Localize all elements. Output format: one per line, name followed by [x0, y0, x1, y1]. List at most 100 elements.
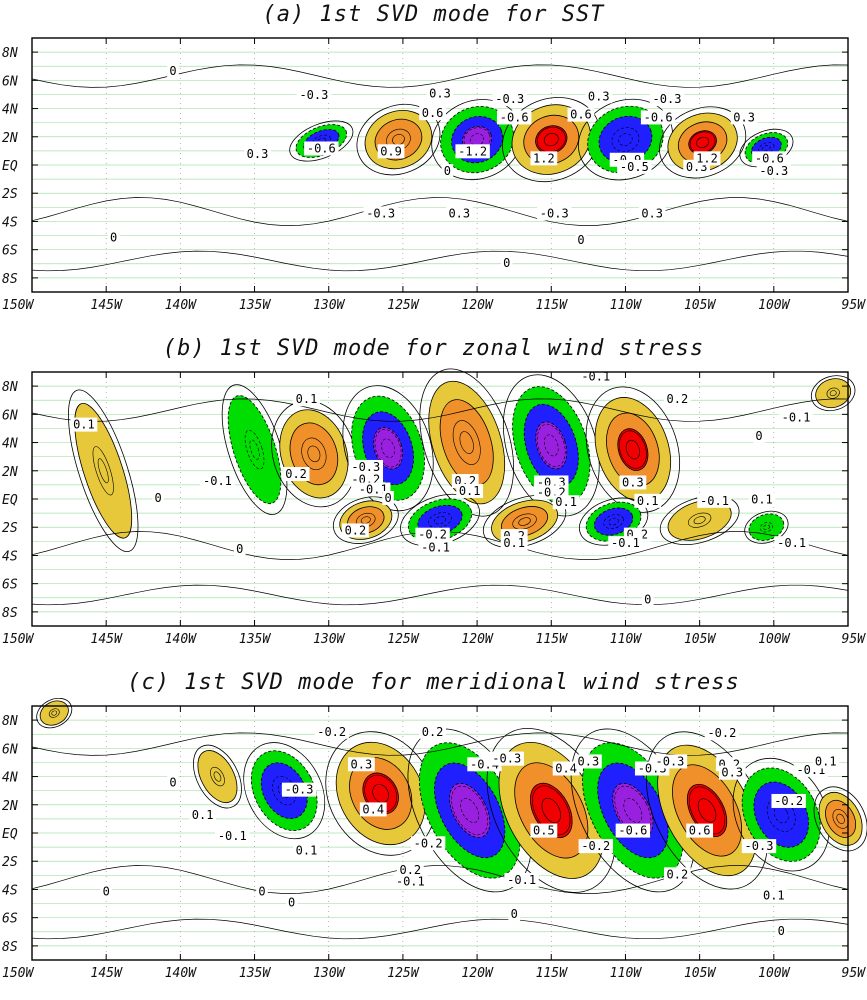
background-contour-line — [31, 398, 849, 422]
contour-label-box — [359, 802, 387, 817]
contour-label-box — [760, 888, 788, 903]
zero-contour — [332, 496, 399, 544]
contour-label-box — [697, 493, 732, 508]
contour-label-box — [778, 410, 814, 425]
contour-label: 0.1 — [296, 392, 318, 406]
shaded-contour-level — [686, 783, 728, 837]
contour-label-box — [567, 107, 595, 122]
contour-label: 0 — [384, 491, 391, 505]
inner-contour — [762, 144, 771, 152]
contour-label-box — [608, 536, 643, 551]
x-tick-label: 95W — [842, 966, 867, 981]
zero-contour — [732, 757, 830, 872]
contour-label: -0.6 — [500, 110, 529, 124]
inner-contour — [307, 445, 321, 463]
x-tick-label: 110W — [610, 966, 642, 981]
contour-label: -0.3 — [366, 206, 395, 220]
contour-label-box — [500, 255, 513, 270]
zero-contour — [289, 120, 354, 162]
y-tick-label: 4N — [2, 771, 18, 786]
contour-label: -1.2 — [458, 144, 487, 158]
inner-contour — [452, 420, 481, 465]
inner-contour — [372, 783, 389, 804]
inner-contour — [608, 517, 619, 526]
y-tick-label: 8N — [2, 714, 18, 729]
background-contour-line — [31, 197, 849, 226]
contour-label: 0.3 — [429, 86, 451, 100]
zero-contour — [659, 495, 740, 546]
contour-label-box — [578, 839, 613, 854]
inner-contour — [836, 813, 845, 824]
contour-label: 0.3 — [721, 766, 743, 780]
shaded-contour-level — [449, 782, 491, 838]
y-tick-label: 6N — [2, 74, 18, 89]
positive-anomaly-cell — [659, 495, 740, 546]
x-tick-label: 145W — [91, 632, 123, 647]
contour-label: -0.3 — [285, 783, 314, 797]
contour-label-box — [426, 86, 454, 101]
x-tick-label: 135W — [239, 298, 271, 313]
contour-label: 0.3 — [641, 206, 663, 220]
inner-contour — [829, 390, 837, 397]
zero-contour — [744, 510, 789, 544]
contour-label: 0.3 — [448, 206, 470, 220]
inner-contour — [460, 797, 480, 823]
contour-label: -0.3 — [656, 754, 685, 768]
contour-label: 0 — [103, 884, 110, 898]
zero-contour — [585, 386, 681, 513]
x-tick-label: 150W — [2, 298, 34, 313]
contour-label-box — [617, 159, 652, 174]
panel-a-map: -0.3 0.30.6-0.3-0.60.30.6-0.3-0.6 0.30.3 -0… — [2, 37, 867, 313]
panel-b-map: -0.10.2-0.10.10.100.2-0.3-0.2-0.10-0.1 0.… — [2, 368, 866, 647]
inner-contour — [543, 133, 559, 147]
contour-label-box — [167, 775, 179, 790]
contour-label: -0.2 — [317, 725, 346, 739]
y-tick-label: 4N — [2, 103, 18, 118]
contour-label: -0.6 — [307, 141, 336, 155]
contour-label: 0 — [503, 256, 510, 270]
contour-label: 0.3 — [588, 89, 610, 103]
shaded-contour-level — [617, 428, 649, 471]
shaded-contour-level — [227, 395, 282, 505]
contour-label-box — [663, 867, 691, 882]
contour-label-box — [296, 87, 332, 102]
contour-label-box — [649, 92, 685, 107]
background-contour-line — [31, 732, 849, 756]
y-tick-label: 6N — [2, 408, 18, 423]
zero-contour — [36, 698, 73, 729]
contour-label: 0.1 — [815, 754, 837, 768]
contour-label-box — [233, 541, 246, 556]
contour-label: 0.3 — [351, 757, 373, 771]
contour-label-box — [167, 63, 179, 78]
x-tick-label: 100W — [758, 966, 790, 981]
contour-label: 0.1 — [637, 494, 659, 508]
inner-contour — [97, 458, 109, 484]
contour-label: 0.2 — [667, 392, 689, 406]
contour-label: 0.1 — [73, 418, 95, 432]
inner-contour — [249, 439, 260, 460]
inner-contour — [544, 434, 559, 457]
shaded-contour-level — [598, 115, 653, 164]
contour-label: 0 — [110, 230, 117, 244]
contour-label: 0.4 — [362, 802, 384, 816]
x-tick-label: 95W — [842, 298, 867, 313]
contour-label: 0 — [236, 542, 243, 556]
contour-label-box — [552, 761, 580, 776]
y-tick-label: 6S — [2, 578, 18, 593]
contour-label-box — [418, 540, 453, 555]
contour-label-box — [652, 754, 688, 769]
contour-label: 0.6 — [689, 824, 711, 838]
inner-contour — [48, 708, 60, 718]
contour-label-box — [492, 92, 527, 107]
contour-label-box — [704, 726, 740, 741]
x-tick-label: 110W — [610, 298, 642, 313]
x-tick-label: 105W — [684, 298, 716, 313]
x-tick-label: 150W — [2, 632, 34, 647]
zero-contour — [810, 375, 856, 412]
contour-label: -0.6 — [755, 151, 784, 165]
contour-label: 0 — [169, 776, 176, 790]
y-tick-label: 6S — [2, 912, 18, 927]
negative-anomaly-cell — [221, 384, 288, 515]
contour-label-box — [382, 491, 394, 505]
y-tick-label: 6S — [2, 244, 18, 259]
